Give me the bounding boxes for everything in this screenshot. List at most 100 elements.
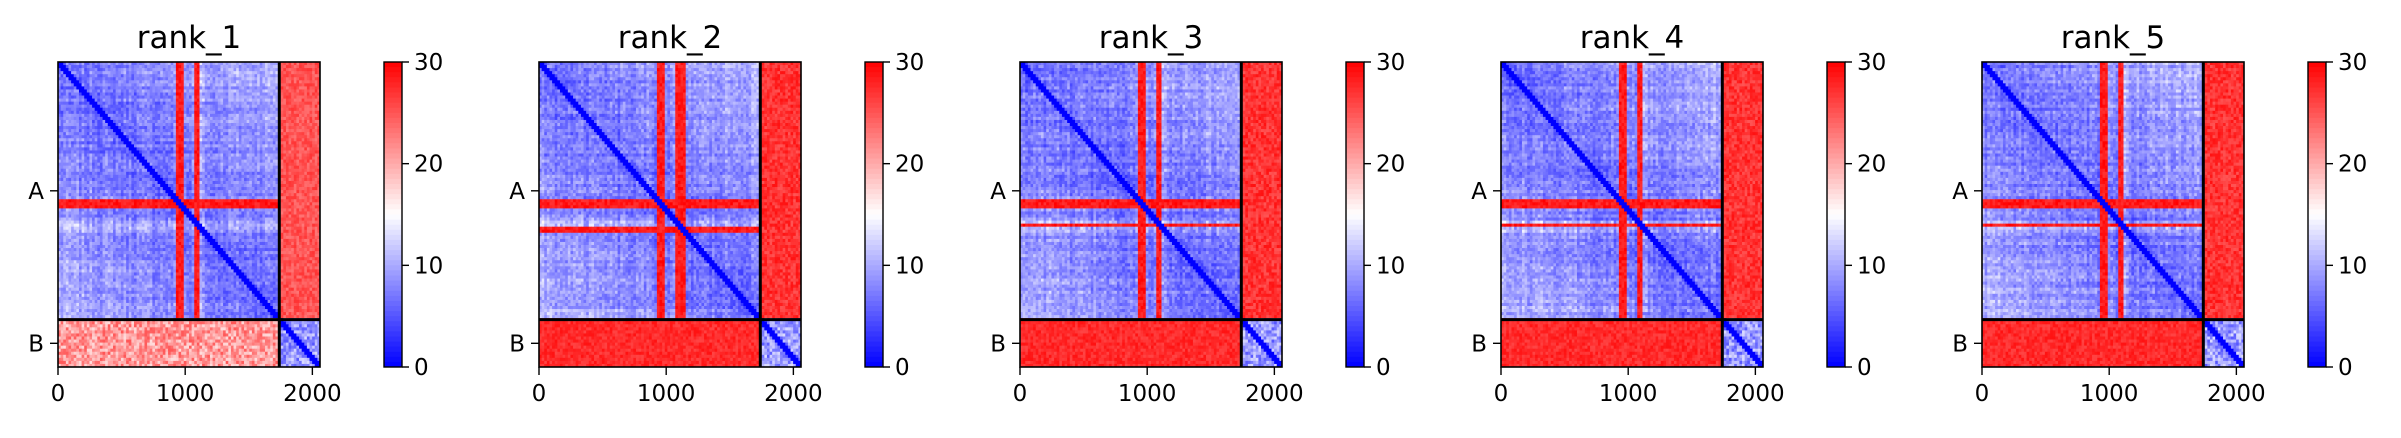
heatmap-cell	[270, 129, 273, 132]
heatmap-cell	[226, 99, 229, 102]
heatmap-cell	[74, 108, 77, 111]
heatmap-cell	[142, 99, 145, 102]
heatmap-cell	[302, 71, 305, 74]
heatmap-cell	[315, 102, 318, 105]
heatmap-cell	[171, 132, 174, 135]
heatmap-cell	[171, 68, 174, 71]
heatmap-cell	[131, 138, 134, 141]
heatmap-cell	[139, 77, 142, 80]
heatmap-cell	[129, 135, 132, 138]
heatmap-cell	[307, 77, 310, 80]
heatmap-cell	[134, 123, 137, 126]
heatmap-cell	[234, 117, 237, 120]
heatmap-cell	[139, 99, 142, 102]
heatmap-cell	[291, 83, 294, 86]
heatmap-cell	[307, 93, 310, 96]
heatmap-cell	[205, 96, 208, 99]
heatmap-cell	[171, 65, 174, 68]
heatmap-cell	[312, 135, 315, 138]
heatmap-cell	[304, 93, 307, 96]
heatmap-cell	[236, 114, 239, 117]
heatmap-cell	[257, 120, 260, 123]
heatmap-cell	[252, 96, 255, 99]
heatmap-cell	[312, 74, 315, 77]
heatmap-cell	[210, 68, 213, 71]
heatmap-cell	[179, 138, 182, 141]
heatmap-cell	[283, 80, 286, 83]
heatmap-cell	[262, 126, 265, 129]
heatmap-cell	[100, 68, 103, 71]
heatmap-cell	[268, 108, 271, 111]
heatmap-cell	[207, 135, 210, 138]
heatmap-cell	[97, 68, 100, 71]
heatmap-cell	[89, 71, 92, 74]
heatmap-cell	[103, 111, 106, 114]
heatmap-cell	[61, 77, 64, 80]
heatmap-cell	[82, 108, 85, 111]
heatmap-cell	[150, 138, 153, 141]
heatmap-cell	[92, 105, 95, 108]
heatmap-cell	[283, 105, 286, 108]
heatmap-cell	[244, 83, 247, 86]
heatmap-cell	[307, 126, 310, 129]
heatmap-cell	[286, 111, 289, 114]
heatmap-cell	[113, 138, 116, 141]
heatmap-cell	[197, 138, 200, 141]
heatmap-cell	[139, 120, 142, 123]
heatmap-cell	[168, 102, 171, 105]
heatmap-cell	[223, 68, 226, 71]
heatmap-cell	[89, 138, 92, 141]
heatmap-cell	[239, 102, 242, 105]
heatmap-cell	[310, 114, 313, 117]
heatmap-cell	[255, 83, 258, 86]
heatmap-cell	[74, 80, 77, 83]
heatmap-cell	[76, 105, 79, 108]
heatmap-cell	[265, 114, 268, 117]
heatmap-cell	[223, 83, 226, 86]
heatmap-cell	[241, 96, 244, 99]
heatmap-cell	[228, 65, 231, 68]
heatmap-cell	[270, 108, 273, 111]
heatmap-cell	[218, 126, 221, 129]
heatmap-cell	[142, 105, 145, 108]
heatmap-cell	[97, 138, 100, 141]
heatmap-cell	[283, 108, 286, 111]
heatmap-cell	[299, 83, 302, 86]
heatmap-cell	[207, 99, 210, 102]
heatmap-cell	[116, 126, 119, 129]
heatmap-cell	[281, 105, 284, 108]
heatmap-cell	[223, 65, 226, 68]
heatmap-cell	[89, 108, 92, 111]
heatmap-cell	[134, 138, 137, 141]
heatmap-cell	[220, 86, 223, 89]
heatmap-cell	[220, 135, 223, 138]
heatmap-cell	[315, 123, 318, 126]
heatmap-cell	[223, 74, 226, 77]
heatmap-cell	[273, 135, 276, 138]
heatmap-cell	[121, 68, 124, 71]
heatmap-cell	[137, 99, 140, 102]
heatmap-cell	[147, 114, 150, 117]
heatmap-cell	[87, 96, 90, 99]
heatmap-cell	[103, 105, 106, 108]
heatmap-cell	[307, 129, 310, 132]
heatmap-cell	[241, 65, 244, 68]
heatmap-cell	[223, 117, 226, 120]
heatmap-cell	[84, 65, 87, 68]
heatmap-cell	[71, 114, 74, 117]
heatmap-cell	[202, 83, 205, 86]
heatmap-cell	[142, 111, 145, 114]
heatmap-cell	[66, 99, 69, 102]
heatmap-cell	[197, 108, 200, 111]
heatmap-cell	[236, 120, 239, 123]
heatmap-cell	[61, 108, 64, 111]
heatmap-cell	[100, 96, 103, 99]
heatmap-cell	[289, 132, 292, 135]
heatmap-cell	[124, 71, 127, 74]
heatmap-cell	[218, 83, 221, 86]
heatmap-cell	[231, 99, 234, 102]
heatmap-cell	[131, 129, 134, 132]
heatmap-cell	[236, 108, 239, 111]
heatmap-cell	[179, 96, 182, 99]
heatmap-cell	[231, 83, 234, 86]
